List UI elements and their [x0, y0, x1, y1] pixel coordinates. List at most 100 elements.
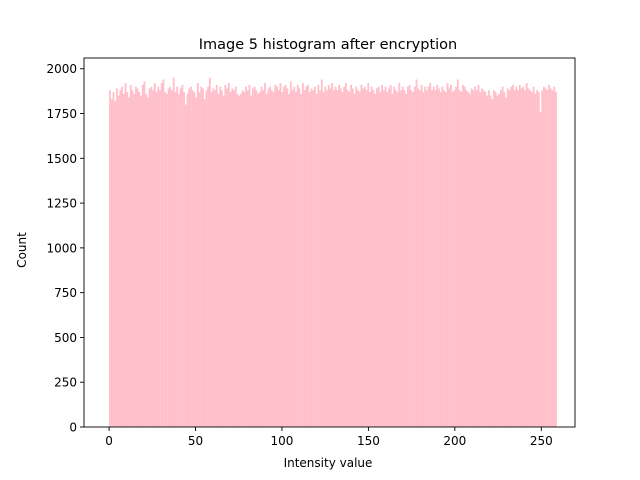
- histogram-bar: [517, 90, 520, 428]
- histogram-bar: [264, 83, 266, 427]
- histogram-bar: [520, 88, 523, 427]
- histogram-bar: [403, 90, 406, 428]
- histogram-bar: [291, 90, 294, 428]
- histogram-bar: [536, 90, 538, 428]
- histogram-bar: [248, 84, 251, 428]
- histogram-bar: [176, 86, 179, 427]
- histogram-bar: [305, 86, 308, 427]
- histogram-bar: [272, 92, 275, 427]
- histogram-bar: [522, 86, 525, 427]
- plot-frame: [83, 57, 576, 428]
- histogram-bar: [122, 93, 125, 427]
- histogram-bar: [405, 93, 408, 427]
- histogram-bar: [141, 84, 144, 428]
- histogram-bar: [215, 84, 218, 428]
- histogram-bar: [555, 92, 557, 427]
- histogram-bar: [162, 79, 165, 427]
- histogram-bar: [460, 92, 463, 427]
- histogram-bar: [370, 86, 373, 427]
- histogram-bar: [451, 92, 454, 427]
- histogram-bar: [293, 86, 296, 427]
- histogram-bar: [315, 93, 318, 427]
- y-axis-label: Count: [15, 232, 29, 268]
- histogram-bar: [482, 90, 485, 428]
- histogram-bar: [226, 88, 229, 427]
- histogram-bar: [496, 95, 499, 428]
- histogram-bar: [436, 84, 439, 428]
- histogram-bar: [193, 92, 196, 427]
- histogram-bar: [448, 88, 451, 427]
- histogram-bar: [300, 93, 303, 427]
- histogram-bar: [429, 83, 432, 427]
- histogram-bar: [136, 88, 139, 427]
- y-tick-label: 0: [69, 421, 77, 435]
- histogram-bar: [525, 83, 528, 427]
- histogram-bar: [532, 86, 535, 427]
- histogram-bar: [444, 92, 447, 427]
- histogram-bar: [177, 93, 180, 427]
- histogram-bar: [284, 84, 287, 428]
- histogram-bar: [455, 86, 458, 427]
- histogram-bar: [377, 86, 380, 427]
- histogram-bar: [282, 86, 285, 427]
- histogram-bar: [401, 86, 404, 427]
- histogram-bar: [179, 88, 182, 427]
- histogram-bar: [524, 90, 526, 428]
- histogram-bar: [124, 83, 127, 427]
- histogram-bar: [467, 92, 470, 427]
- histogram-bar: [410, 90, 413, 428]
- histogram-bar: [159, 90, 161, 428]
- histogram-bar: [412, 92, 414, 427]
- histogram-bar: [267, 88, 270, 427]
- histogram-bar: [439, 92, 442, 427]
- histogram-bar: [548, 84, 551, 428]
- histogram-bar: [109, 90, 111, 428]
- histogram-bar: [191, 90, 194, 428]
- histogram-bar: [394, 90, 397, 428]
- histogram-bar: [238, 95, 241, 428]
- histogram-bar: [458, 90, 461, 428]
- histogram-bar: [431, 90, 433, 428]
- histogram-bar: [493, 90, 495, 428]
- histogram-bar: [331, 83, 334, 427]
- histogram-bar: [498, 93, 501, 427]
- histogram-bar: [317, 84, 320, 428]
- histogram-bar: [217, 93, 220, 427]
- histogram-bar: [126, 92, 129, 427]
- histogram-bar: [549, 88, 552, 427]
- y-tick-label: 1250: [46, 197, 77, 211]
- histogram-bar: [319, 90, 322, 428]
- histogram-bar: [289, 81, 292, 427]
- histogram-bar: [505, 97, 507, 427]
- histogram-bar: [269, 86, 272, 427]
- histogram-bar: [425, 90, 428, 428]
- histogram-bar: [146, 97, 149, 427]
- histogram-bar: [391, 93, 394, 427]
- ticks-layer: 0 50 100 150 200 250 0 250 500 750 1000 1250 1500 175…: [46, 62, 552, 448]
- histogram-bar: [165, 93, 168, 427]
- histogram-bar: [481, 88, 483, 427]
- histogram-bar: [172, 77, 175, 427]
- histogram-bar: [312, 90, 315, 428]
- histogram-bar: [551, 90, 554, 428]
- histogram-bar: [343, 86, 346, 427]
- histogram-bar: [388, 88, 390, 427]
- histogram-bar: [537, 92, 540, 427]
- histogram-bar: [152, 90, 154, 428]
- histogram-bar: [236, 93, 239, 427]
- histogram-bar: [350, 84, 353, 428]
- histogram-bar: [148, 88, 151, 427]
- histogram-bar: [160, 83, 163, 427]
- histogram-bar: [465, 90, 468, 428]
- histogram-bar: [456, 79, 459, 427]
- x-axis-label: Intensity value: [284, 456, 373, 470]
- histogram-bar: [422, 92, 425, 427]
- histogram-bar: [369, 92, 371, 427]
- histogram-bar: [258, 92, 261, 427]
- histogram-bar: [245, 86, 247, 427]
- histogram-bar: [110, 99, 113, 427]
- histogram-bar: [262, 90, 265, 428]
- histogram-bar: [115, 88, 118, 427]
- x-tick-label: 100: [271, 434, 294, 448]
- histogram-bar: [450, 84, 452, 428]
